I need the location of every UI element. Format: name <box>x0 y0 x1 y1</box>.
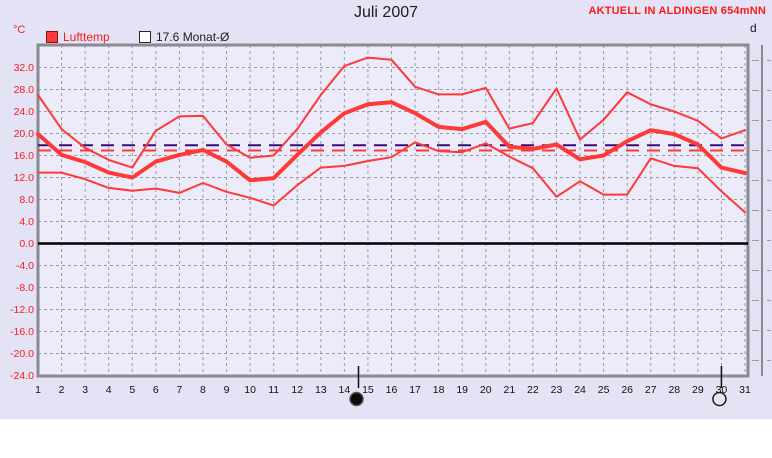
adjacent-panel-tick <box>767 180 771 181</box>
y-tick-label: 24.0 <box>14 106 35 118</box>
y-tick-label: 8.0 <box>19 194 34 206</box>
monthly-mean-legend-label: 17.6 Monat-Ø <box>156 30 230 44</box>
x-tick-label: 28 <box>668 384 680 396</box>
x-tick-label: 14 <box>339 384 351 396</box>
x-tick-label: 1 <box>35 384 41 396</box>
x-tick-label: 13 <box>315 384 327 396</box>
adjacent-panel-tick <box>767 240 771 241</box>
monthly-mean-legend-swatch-icon <box>139 31 151 43</box>
adjacent-panel-tick <box>767 210 771 211</box>
x-tick-label: 18 <box>433 384 445 396</box>
x-tick-label: 23 <box>551 384 563 396</box>
summary-table: Lufttemp MinWert °C 31.07. 05:10 5.7 Max… <box>0 419 772 458</box>
adjacent-panel-tick <box>752 180 759 181</box>
x-tick-label: 12 <box>291 384 303 396</box>
adjacent-panel-tick <box>767 300 771 301</box>
x-tick-label: 27 <box>645 384 657 396</box>
y-tick-label: -24.0 <box>10 370 34 382</box>
station-status-label: AKTUELL IN ALDINGEN 654mNN <box>588 5 766 17</box>
x-tick-label: 22 <box>527 384 539 396</box>
x-tick-label: 15 <box>362 384 374 396</box>
adjacent-panel-tick <box>752 60 759 61</box>
adjacent-panel-tick <box>752 150 759 151</box>
x-tick-label: 19 <box>456 384 468 396</box>
x-tick-label: 9 <box>224 384 230 396</box>
y-tick-label: 12.0 <box>14 172 35 184</box>
x-tick-label: 4 <box>106 384 112 396</box>
y-tick-label: -8.0 <box>16 282 34 294</box>
adjacent-panel-tick <box>752 270 759 271</box>
x-tick-label: 6 <box>153 384 159 396</box>
x-tick-label: 24 <box>574 384 586 396</box>
adjacent-panel-tick <box>752 300 759 301</box>
lufttemp-daily-mean-curve <box>36 100 747 183</box>
adjacent-panel-tick <box>767 60 771 61</box>
plot-frame <box>36 43 750 378</box>
x-tick-label: 16 <box>386 384 398 396</box>
adjacent-panel-tick <box>767 270 771 271</box>
adjacent-panel-tick <box>752 360 759 361</box>
x-tick-label: 29 <box>692 384 704 396</box>
adjacent-panel-tick <box>767 90 771 91</box>
x-tick-label: 31 <box>739 384 751 396</box>
x-tick-label: 8 <box>200 384 206 396</box>
x-tick-label: 21 <box>503 384 515 396</box>
adjacent-panel-tick <box>752 90 759 91</box>
adjacent-panel-tick <box>767 360 771 361</box>
x-tick-label: 3 <box>82 384 88 396</box>
x-tick-label: 26 <box>621 384 633 396</box>
adjacent-panel-tick <box>752 330 759 331</box>
x-tick-label: 20 <box>480 384 492 396</box>
y-tick-label: 20.0 <box>14 128 35 140</box>
adjacent-panel-tick <box>767 120 771 121</box>
y-tick-label: 32.0 <box>14 62 35 74</box>
plot-area <box>38 45 748 376</box>
lufttemp-legend-swatch-icon <box>46 31 58 43</box>
adjacent-panel-axis <box>761 45 763 376</box>
lufttemp-legend-label: Lufttemp <box>63 30 110 44</box>
adjacent-panel-tick <box>767 330 771 331</box>
y-tick-label: -4.0 <box>16 260 34 272</box>
lufttemp-daily-min-curve <box>37 141 746 214</box>
y-tick-label: 28.0 <box>14 84 35 96</box>
adjacent-panel-tick <box>752 240 759 241</box>
x-tick-label: 30 <box>716 384 728 396</box>
x-tick-label: 7 <box>176 384 182 396</box>
y-tick-label: -12.0 <box>10 304 34 316</box>
adjacent-panel-tick <box>752 120 759 121</box>
y-tick-label: -16.0 <box>10 326 34 338</box>
adjacent-panel-axis-label: d <box>750 21 757 35</box>
x-tick-label: 11 <box>268 384 279 396</box>
y-tick-label: 4.0 <box>19 216 34 228</box>
page-title: Juli 2007 <box>353 4 419 21</box>
lufttemp-daily-max-curve <box>37 56 746 169</box>
y-axis-unit-label: °C <box>13 24 26 36</box>
x-tick-label: 5 <box>129 384 135 396</box>
y-tick-label: 16.0 <box>14 150 35 162</box>
adjacent-panel-tick <box>767 150 771 151</box>
y-tick-label: 0.0 <box>19 238 34 250</box>
x-tick-label: 17 <box>409 384 421 396</box>
new-moon-icon <box>349 391 364 407</box>
x-tick-label: 25 <box>598 384 610 396</box>
full-moon-icon <box>712 391 727 407</box>
y-tick-label: -20.0 <box>10 348 34 360</box>
adjacent-panel-tick <box>752 210 759 211</box>
x-tick-label: 2 <box>59 384 65 396</box>
x-tick-label: 10 <box>244 384 256 396</box>
